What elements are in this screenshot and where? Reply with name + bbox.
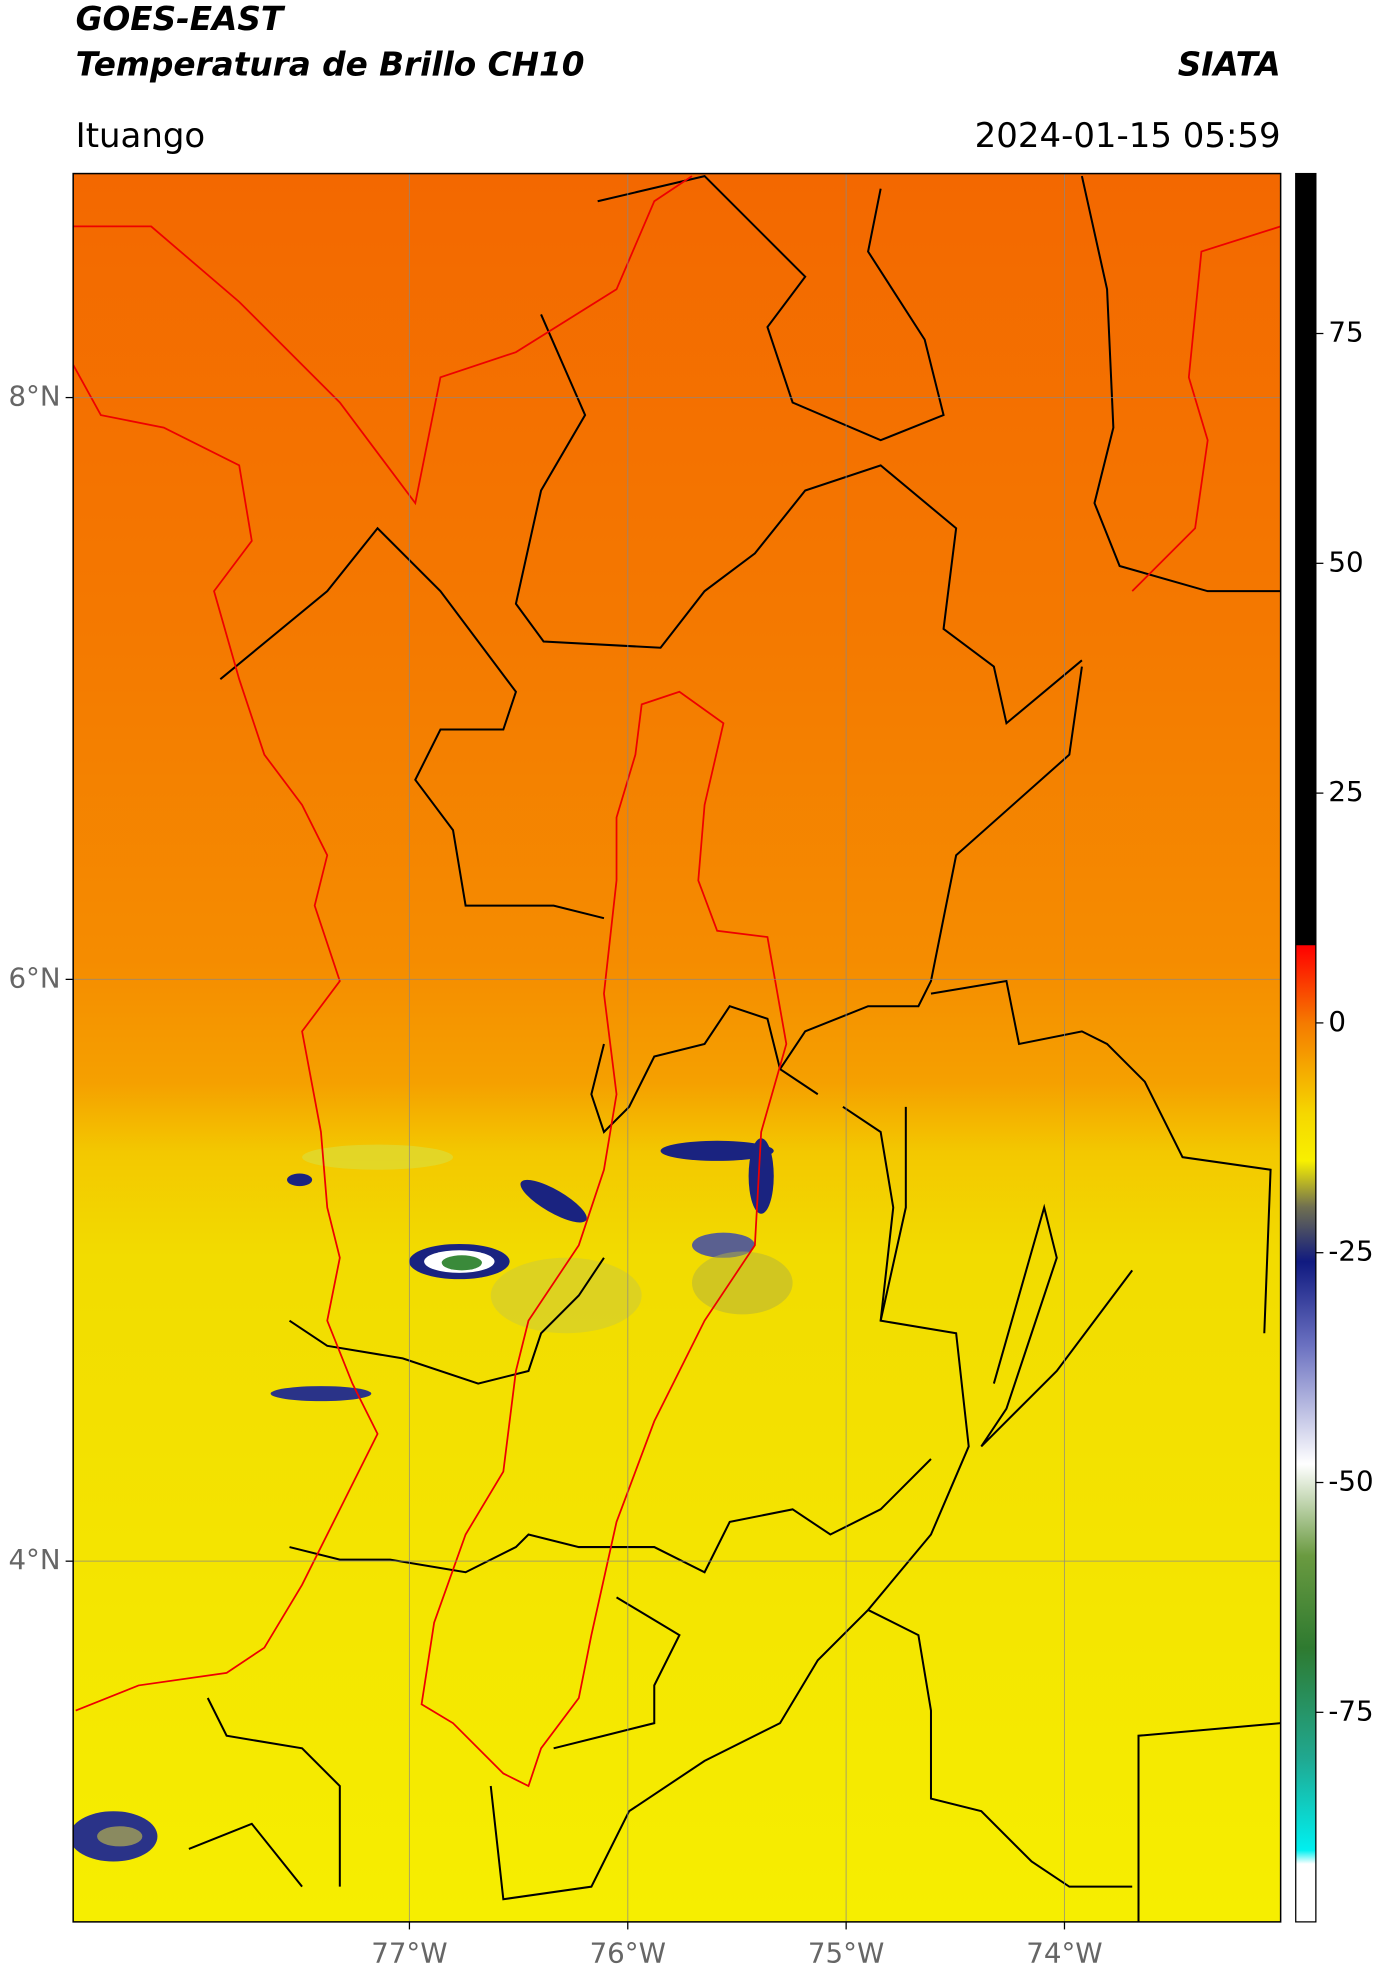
colorbar-scale [1295, 172, 1317, 1923]
map-background [73, 173, 1281, 1922]
colorbar-tick-label: -25 [1328, 1235, 1373, 1268]
colorbar-tick-label: -50 [1328, 1465, 1373, 1498]
colorbar-tick-label: 25 [1328, 775, 1363, 808]
colorbar-tick-label: -75 [1328, 1694, 1373, 1727]
timestamp: 2024-01-15 05:59 [975, 116, 1281, 156]
colorbar-tick-label: 50 [1328, 545, 1363, 578]
y-tick-label: 6°N [8, 961, 60, 994]
y-tick-label: 8°N [8, 380, 60, 413]
x-tick-label: 74°W [1026, 1937, 1102, 1970]
map [73, 173, 1281, 1922]
cloud-features [73, 1138, 793, 1862]
brand: SIATA [1178, 45, 1281, 83]
title: GOES-EAST [76, 0, 286, 38]
map-frame [72, 172, 1282, 1923]
axis-labels: 77°W 76°W 75°W 74°W 8°N 6°N 4°N [8, 380, 1102, 1970]
colorbar-tick-label: 75 [1328, 316, 1363, 349]
colorbar-tick-label: 0 [1328, 1005, 1346, 1038]
colorbar: 75 50 25 0 -25 -50 -75 [1295, 172, 1374, 1923]
x-tick-label: 75°W [808, 1937, 884, 1970]
location: Ituango [76, 116, 206, 156]
y-tick-label: 4°N [8, 1543, 60, 1576]
coastline-and-basin [73, 175, 1281, 1788]
boundaries [188, 174, 1281, 1922]
subtitle: Temperatura de Brillo CH10 [76, 45, 585, 83]
x-tick-label: 76°W [590, 1937, 666, 1970]
x-tick-label: 77°W [371, 1937, 447, 1970]
graticule [73, 173, 1281, 1922]
